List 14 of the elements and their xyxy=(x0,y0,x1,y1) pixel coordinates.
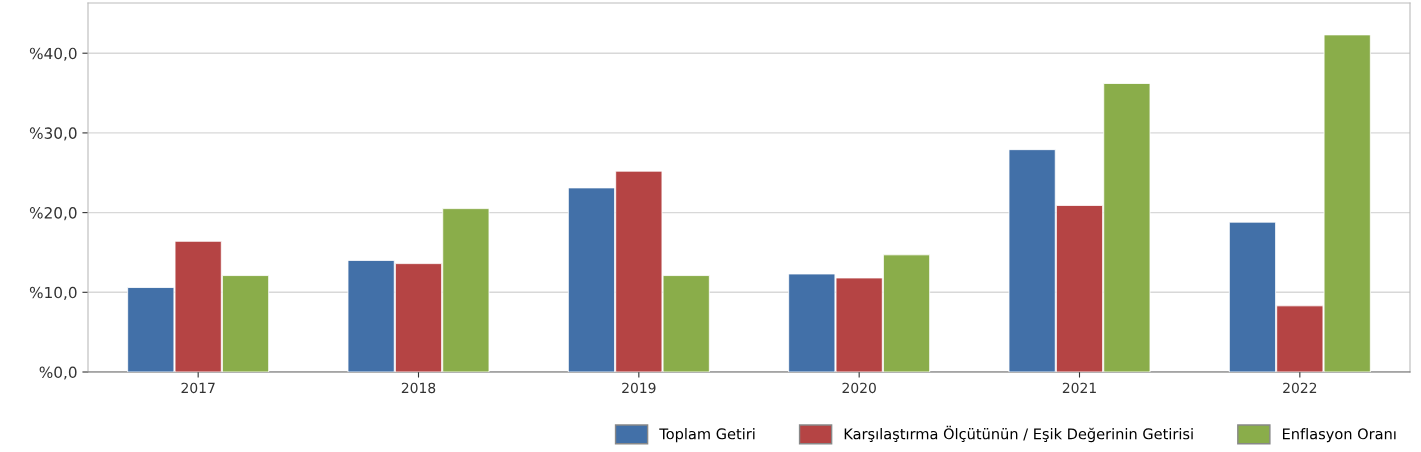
x-tick-label: 2019 xyxy=(622,382,656,394)
x-tick-label: 2021 xyxy=(1062,382,1096,394)
x-tick-label: 2018 xyxy=(401,382,436,394)
y-tick-label: %10,0 xyxy=(29,286,77,300)
legend-label: Enflasyon Oranı xyxy=(1282,428,1396,443)
x-tick-label: 2020 xyxy=(842,382,876,394)
x-tick-label: 2022 xyxy=(1283,382,1317,394)
y-tick-label: %30,0 xyxy=(29,127,77,141)
y-tick-label: %0,0 xyxy=(39,366,77,380)
legend-label: Karşılaştırma Ölçütünün / Eşik Değerinin Getirisi xyxy=(844,425,1193,443)
y-tick-label: %40,0 xyxy=(29,47,77,61)
x-tick-label: 2017 xyxy=(181,382,215,394)
legend-label: Toplam Getiri xyxy=(659,428,755,443)
y-tick-label: %20,0 xyxy=(29,207,77,221)
